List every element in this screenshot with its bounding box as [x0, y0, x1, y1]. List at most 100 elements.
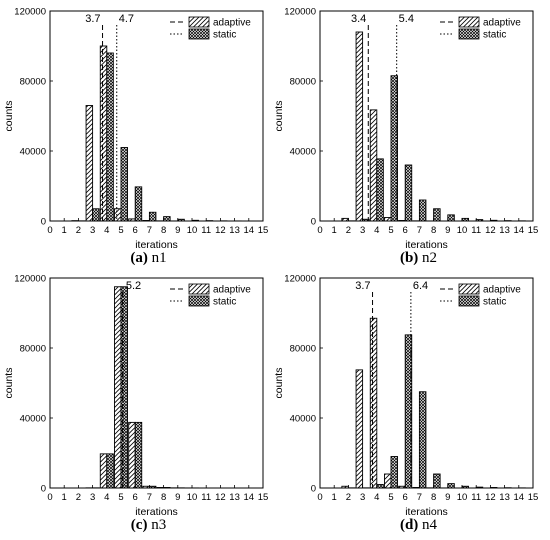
legend-label-static: static: [213, 30, 236, 41]
x-tick-label: 9: [175, 492, 180, 503]
legend-swatch-static: [458, 28, 480, 40]
x-tick-label: 10: [187, 492, 198, 503]
legend-label-static: static: [483, 30, 506, 41]
x-tick-label: 10: [187, 225, 198, 236]
bar-adaptive-3: [85, 105, 94, 222]
x-tick-label: 14: [514, 225, 525, 236]
x-tick-label: 6: [403, 492, 408, 503]
legend-swatch-static: [458, 295, 480, 307]
x-tick-label: 6: [133, 225, 138, 236]
x-tick-label: 12: [485, 225, 496, 236]
mean-label-static: 5.4: [399, 13, 414, 25]
bar-static-4: [106, 453, 114, 489]
x-tick-label: 5: [388, 492, 393, 503]
x-tick-label: 7: [147, 225, 152, 236]
bar-adaptive-4: [99, 453, 108, 489]
legend-swatch-adaptive: [458, 283, 480, 295]
mean-label-static: 5.2: [126, 280, 141, 292]
x-tick-label: 0: [47, 492, 52, 503]
caption-letter: (a): [130, 250, 148, 266]
y-tick-label: 0: [41, 217, 46, 228]
x-tick-label: 13: [229, 492, 240, 503]
caption-name: n3: [151, 517, 166, 533]
bar-static-4: [376, 158, 384, 222]
x-tick-label: 9: [445, 492, 450, 503]
x-tick-label: 8: [431, 225, 436, 236]
y-tick-label: 40000: [290, 147, 316, 158]
legend-label-adaptive: adaptive: [213, 18, 251, 29]
y-tick-label: 40000: [20, 147, 46, 158]
bar-adaptive-5: [114, 286, 122, 489]
x-axis-label: iterations: [135, 239, 178, 251]
chart-panel-n1: 3.7 4.70 1 2 3 4 5 6 7 8 9 10 11 12 13 14 15040000800001…: [3, 7, 268, 267]
bar-static-5: [390, 456, 398, 489]
x-tick-label: 5: [118, 225, 123, 236]
x-tick-label: 3: [360, 492, 365, 503]
bar-adaptive-4: [369, 109, 378, 222]
mean-label-adaptive: 3.4: [351, 13, 366, 25]
y-axis-label: counts: [273, 101, 285, 132]
x-tick-label: 11: [201, 492, 211, 503]
x-tick-label: 4: [374, 225, 379, 236]
y-axis-label: counts: [273, 368, 285, 399]
x-tick-label: 2: [346, 225, 351, 236]
bar-static-5: [120, 147, 128, 222]
bar-static-8: [433, 208, 441, 222]
bar-static-7: [418, 391, 427, 489]
bar-static-8: [433, 473, 441, 489]
bar-static-8: [163, 216, 171, 222]
plot-frame: [319, 277, 534, 489]
legend-swatch-static: [188, 28, 210, 40]
x-tick-label: 14: [244, 492, 255, 503]
plot-frame: [319, 10, 534, 222]
x-tick-label: 12: [215, 225, 226, 236]
x-tick-label: 7: [147, 492, 152, 503]
bar-adaptive-5: [114, 208, 122, 222]
x-tick-label: 15: [528, 225, 539, 236]
bar-adaptive-5: [384, 473, 392, 489]
y-tick-label: 80000: [290, 344, 316, 355]
bar-adaptive-4: [369, 317, 378, 489]
y-tick-label: 0: [311, 484, 316, 495]
x-tick-label: 0: [317, 492, 322, 503]
y-tick-label: 120000: [284, 274, 316, 285]
x-tick-label: 12: [485, 492, 496, 503]
x-tick-label: 7: [417, 492, 422, 503]
x-tick-label: 7: [417, 225, 422, 236]
y-axis-label: counts: [3, 368, 15, 399]
y-tick-label: 80000: [20, 77, 46, 88]
x-tick-label: 10: [457, 492, 468, 503]
bar-static-7: [148, 211, 157, 222]
x-tick-label: 11: [471, 225, 481, 236]
y-tick-label: 120000: [14, 7, 46, 18]
y-tick-label: 120000: [284, 7, 316, 18]
legend-label-adaptive: adaptive: [483, 285, 521, 296]
x-tick-label: 8: [161, 492, 166, 503]
caption-name: n4: [422, 517, 438, 533]
bar-static-6: [404, 164, 413, 222]
x-tick-label: 5: [388, 225, 393, 236]
bar-static-4: [376, 484, 384, 489]
x-tick-label: 3: [90, 225, 95, 236]
x-tick-label: 1: [62, 225, 67, 236]
bar-static-7: [418, 199, 427, 222]
mean-label-static: 6.4: [413, 280, 428, 292]
legend-label-adaptive: adaptive: [213, 285, 251, 296]
y-tick-label: 40000: [20, 414, 46, 425]
x-tick-label: 3: [90, 492, 95, 503]
chart-panel-n2: 3.4 5.40 1 2 3 4 5 6 7 8 9 10 11 12 13 14 15040000800001…: [273, 7, 538, 267]
caption-letter: (b): [400, 250, 418, 266]
bar-adaptive-6: [128, 421, 136, 489]
x-tick-label: 15: [258, 492, 269, 503]
legend-swatch-adaptive: [188, 16, 210, 28]
caption-name: n2: [422, 250, 437, 266]
legend-label-static: static: [213, 297, 236, 308]
legend-swatch-adaptive: [458, 16, 480, 28]
x-tick-label: 15: [528, 492, 539, 503]
legend-label-static: static: [483, 297, 506, 308]
y-axis-label: counts: [3, 101, 15, 132]
